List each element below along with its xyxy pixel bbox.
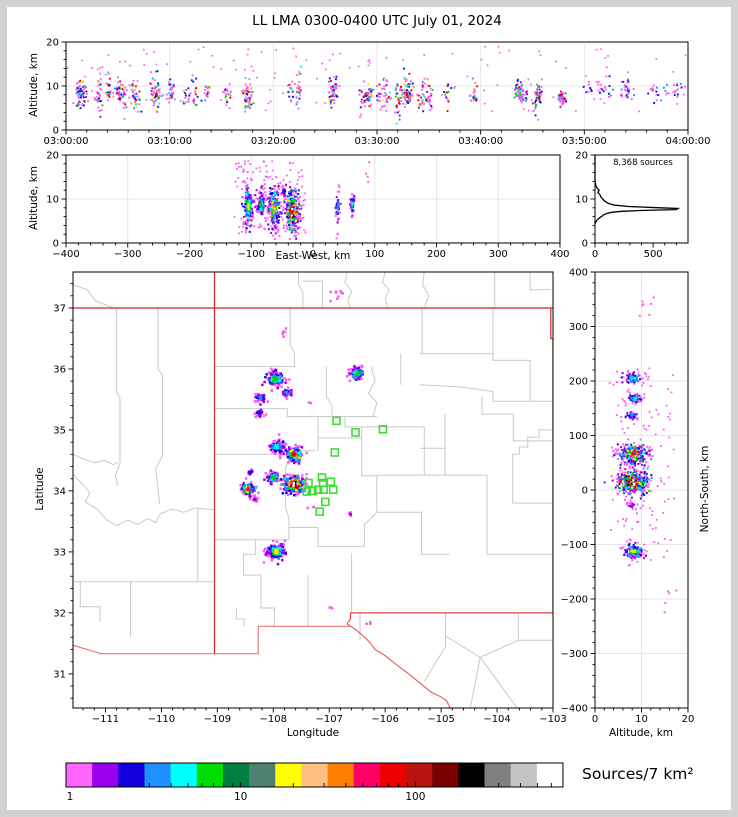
tick-label: 10 [46,82,59,93]
tick-label: 03:30:00 [355,136,400,147]
figure-background [7,7,731,810]
tick-label: −300 [561,649,588,660]
tick-label: −108 [260,714,287,725]
tick-label: 20 [46,151,59,162]
tick-label: 100 [365,249,384,260]
tick-label: 03:40:00 [458,136,503,147]
tick-label: 10 [635,714,648,725]
tick-label: 04:00:00 [666,136,711,147]
tick-label: 03:10:00 [147,136,192,147]
tick-label: −105 [427,714,454,725]
tick-label: 33 [53,547,66,558]
tick-label: 0 [582,486,588,497]
tick-label: 20 [682,714,695,725]
tick-label: −109 [204,714,231,725]
tick-label: 36 [53,364,66,375]
tick-label: −106 [371,714,398,725]
tick-label: 10 [575,195,588,206]
map-y-axis-label: Latitude [34,467,46,511]
tick-label: −400 [561,704,588,715]
colorbar-label: Sources/7 km² [582,765,694,783]
north-south-x-axis-label: Altitude, km [608,727,673,739]
tick-label: 400 [569,268,588,279]
tick-label: 0 [53,126,59,137]
tick-label: 10 [46,195,59,206]
tick-label: 100 [569,431,588,442]
tick-label: 400 [550,249,569,260]
tick-label: −104 [483,714,510,725]
tick-label: 1 [67,791,74,803]
tick-label: 03:20:00 [251,136,296,147]
tick-label: −107 [315,714,342,725]
tick-label: 34 [53,486,66,497]
tick-label: 500 [644,249,663,260]
map-x-axis-label: Longitude [286,727,340,739]
tick-label: 32 [53,608,66,619]
east-west-x-axis-label: East-West, km [275,250,351,262]
tick-label: −300 [114,249,141,260]
tick-label: −110 [148,714,175,725]
tick-label: 200 [569,377,588,388]
north-south-y-axis-label: North-South, km [699,445,711,533]
tick-label: 0 [310,249,316,260]
tick-label: 37 [53,303,66,314]
tick-label: 03:50:00 [562,136,607,147]
tick-label: 20 [46,38,59,49]
tick-label: 35 [53,425,66,436]
tick-label: 300 [489,249,508,260]
tick-label: −200 [561,595,588,606]
tick-label: −103 [539,714,566,725]
tick-label: 0 [592,714,598,725]
tick-label: 100 [405,791,425,803]
tick-label: 300 [569,322,588,333]
figure-title: LL LMA 0300-0400 UTC July 01, 2024 [252,13,502,29]
tick-label: 0 [53,239,59,250]
tick-label: −200 [176,249,203,260]
tick-label: 20 [575,151,588,162]
tick-label: −100 [561,540,588,551]
tick-label: 10 [234,791,247,803]
tick-label: −100 [238,249,265,260]
tick-label: 31 [53,669,66,680]
tick-label: 0 [592,249,598,260]
east-west-y-axis-label: Altitude, km [28,166,40,231]
tick-label: −400 [52,249,79,260]
source-count-annotation: 8,368 sources [613,158,673,168]
tick-label: 0 [582,239,588,250]
tick-label: 200 [427,249,446,260]
tick-label: 03:00:00 [44,136,89,147]
tick-label: −111 [92,714,119,725]
time-height-y-axis-label: Altitude, km [28,53,40,118]
